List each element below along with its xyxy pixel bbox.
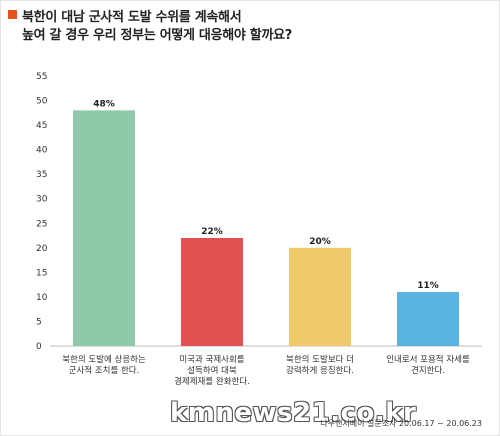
bar <box>73 110 135 346</box>
data-label: 48% <box>93 99 115 109</box>
category-label: 인내로서 포용적 자세를 <box>386 354 470 365</box>
y-tick-label: 50 <box>36 97 48 107</box>
category-label: 북한의 도발에 상응하는 <box>62 354 146 365</box>
category-label: 군사적 조치를 한다. <box>69 365 140 376</box>
category-label: 견지한다. <box>411 365 445 376</box>
bar <box>181 238 243 346</box>
y-tick-label: 55 <box>36 72 47 82</box>
bar <box>289 247 351 346</box>
y-tick-label: 45 <box>36 121 47 131</box>
data-label: 11% <box>417 281 439 291</box>
y-tick-label: 25 <box>36 219 47 229</box>
y-tick-label: 30 <box>36 195 48 205</box>
y-tick-label: 5 <box>36 317 42 327</box>
y-tick-label: 40 <box>36 146 48 156</box>
category-label: 북한의 도발보다 더 <box>286 354 354 365</box>
y-tick-label: 15 <box>36 268 47 278</box>
category-label: 설득하여 대북 <box>187 365 237 376</box>
source-note: 나우앤서베이 설문조사 20.06.17 ~ 20.06.23 <box>320 419 482 428</box>
category-label: 경제제재를 완화한다. <box>174 376 250 387</box>
title-line-2: 높여 갈 경우 우리 정부는 어떻게 대응해야 할까요? <box>22 28 293 43</box>
title-line-1: 북한이 대남 군사적 도발 수위를 계속해서 <box>22 10 242 25</box>
category-label: 강력하게 응징한다. <box>286 365 354 376</box>
y-tick-label: 10 <box>36 293 48 303</box>
watermark: kmnews21.co.kr <box>170 398 417 428</box>
data-label: 22% <box>201 227 223 237</box>
data-label: 20% <box>309 237 331 247</box>
bar <box>397 292 459 346</box>
title-marker-icon <box>8 10 17 19</box>
y-tick-label: 0 <box>36 342 42 352</box>
y-tick-label: 20 <box>36 244 48 254</box>
category-label: 미국과 국제사회를 <box>179 355 244 365</box>
y-tick-label: 35 <box>36 170 47 180</box>
